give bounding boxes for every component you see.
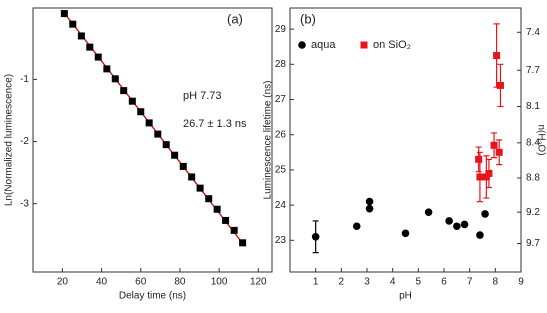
y-tick-label: 23	[275, 235, 287, 246]
point	[311, 233, 320, 241]
point	[365, 197, 374, 206]
y-tick-label: 26	[275, 129, 287, 140]
point	[154, 130, 162, 138]
point	[162, 141, 170, 149]
point	[482, 173, 490, 181]
x-tick-label: 5	[416, 277, 422, 288]
x-tick-label: 40	[96, 277, 108, 288]
plot-frame	[289, 7, 522, 273]
point	[424, 208, 433, 216]
y-axis-label: Luminescence lifetime (ns)	[263, 81, 274, 200]
y2-tick-label: 9.2	[526, 207, 540, 218]
point	[137, 108, 145, 116]
x-tick-label: 60	[135, 277, 147, 288]
point	[230, 226, 238, 234]
point	[94, 53, 102, 61]
panel-label: (b)	[300, 11, 316, 26]
panel-label: (a)	[227, 11, 243, 26]
y-tick-label: 25	[275, 165, 287, 176]
x-tick-label: 9	[518, 277, 524, 288]
point	[222, 216, 230, 224]
x-tick-label: 7	[467, 277, 473, 288]
point	[69, 20, 77, 28]
x-tick-label: 120	[250, 277, 267, 288]
y-tick-label: 27	[275, 94, 287, 105]
x-axis-label: pH	[399, 291, 412, 302]
point	[476, 231, 484, 239]
point	[453, 222, 461, 231]
point	[213, 205, 221, 213]
point	[188, 173, 196, 181]
y-tick-label: 28	[275, 59, 287, 70]
point	[120, 87, 128, 95]
y2-tick-label: 9.7	[526, 238, 540, 249]
point	[196, 184, 204, 192]
y-axis-label: Ln(Normalized luminescence)	[4, 74, 15, 206]
point	[60, 10, 68, 18]
annotation: 26.7 ± 1.3 ns	[183, 118, 247, 130]
point	[352, 222, 361, 231]
point	[496, 81, 504, 89]
plot-frame	[32, 7, 273, 273]
y2-tick-label: 8.8	[526, 173, 540, 184]
legend-label: aqua	[311, 39, 336, 51]
point	[493, 52, 501, 60]
point	[239, 239, 247, 247]
x-tick-label: 100	[211, 277, 228, 288]
y2-tick-label: 7.7	[526, 65, 540, 76]
x-tick-label: 6	[441, 277, 447, 288]
point	[103, 65, 111, 73]
x-axis-label: Delay time (ns)	[119, 291, 186, 302]
x-tick-label: 80	[174, 277, 186, 288]
y2-tick-label: 8.4	[526, 137, 540, 148]
annotation: pH 7.73	[183, 90, 222, 102]
point	[86, 43, 94, 51]
legend-label: on SiO₂	[373, 39, 411, 51]
y2-tick-label: 7.4	[526, 27, 540, 38]
point	[401, 229, 410, 238]
point	[77, 32, 85, 40]
point	[171, 151, 179, 159]
y-tick-label: 29	[275, 24, 287, 35]
y2-tick-label: 8.1	[526, 101, 540, 112]
y2-axis-label: n(H₂O)	[535, 124, 546, 155]
point	[485, 169, 493, 177]
y-tick-label: 24	[275, 200, 287, 211]
y-tick-label: -1	[20, 74, 29, 85]
point	[128, 97, 136, 105]
legend-marker	[298, 41, 306, 49]
x-tick-label: 4	[390, 277, 396, 288]
point	[111, 75, 119, 83]
point	[495, 148, 503, 156]
point	[179, 162, 187, 170]
point	[490, 141, 498, 149]
point	[205, 195, 213, 203]
point	[476, 173, 484, 181]
x-tick-label: 8	[493, 277, 499, 288]
point	[475, 155, 483, 163]
x-tick-label: 1	[313, 277, 319, 288]
point	[365, 204, 374, 213]
y-tick-label: -3	[20, 198, 29, 209]
point	[145, 119, 153, 127]
x-tick-label: 3	[364, 277, 370, 288]
x-tick-label: 20	[57, 277, 69, 288]
y-tick-label: -2	[20, 136, 29, 147]
legend-marker	[360, 41, 368, 49]
point	[445, 217, 453, 225]
point	[460, 220, 469, 229]
point	[481, 210, 489, 218]
x-tick-label: 2	[339, 277, 345, 288]
